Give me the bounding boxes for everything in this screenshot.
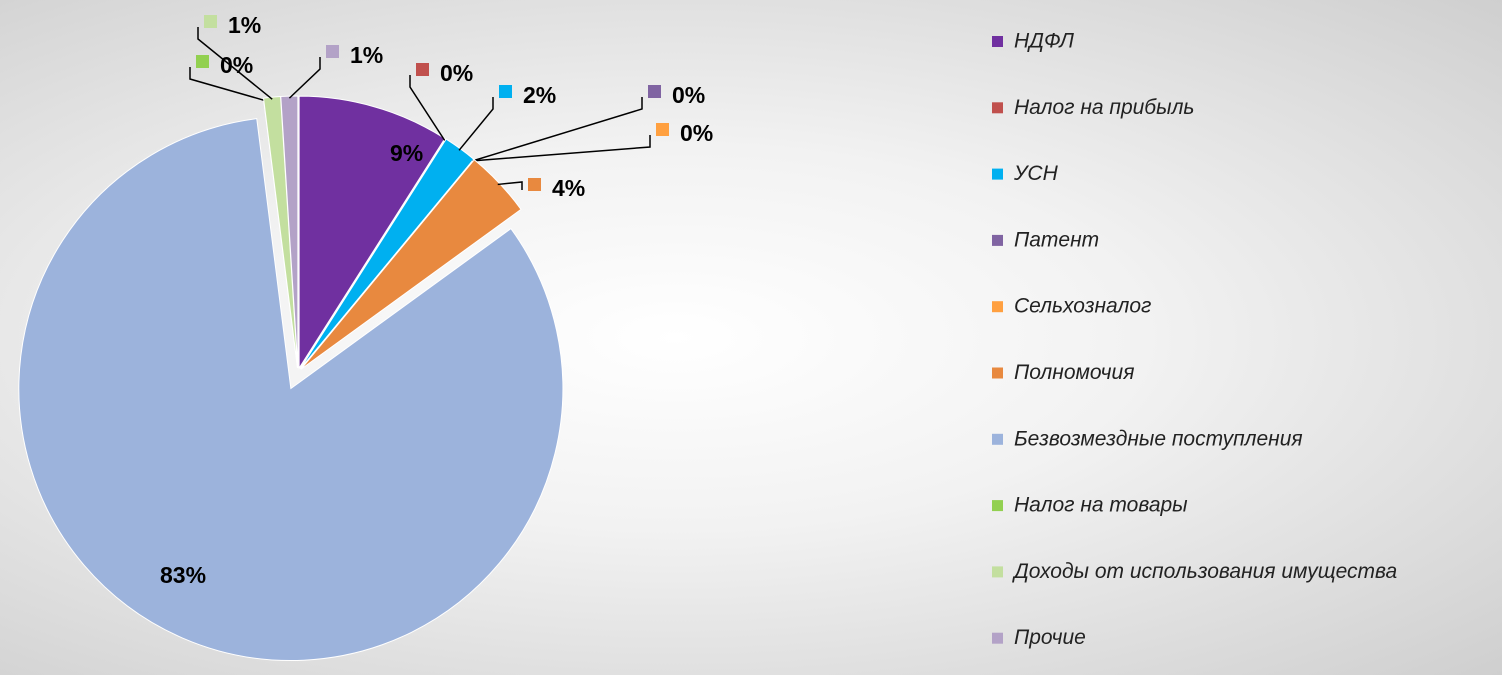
value-label: 4%	[552, 175, 585, 201]
legend-label: Доходы от использования имущества	[1012, 560, 1397, 583]
leader-line	[288, 57, 321, 99]
legend-key	[992, 500, 1003, 512]
leader-line	[472, 135, 651, 162]
legend-label: Прочие	[1014, 626, 1086, 649]
value-label: 9%	[390, 140, 423, 166]
value-label: 0%	[440, 60, 473, 86]
label-key	[326, 45, 339, 58]
label-key	[204, 15, 217, 28]
leader-line	[189, 67, 264, 101]
leader-line	[472, 97, 643, 162]
legend-label: Патент	[1014, 228, 1099, 251]
legend-key	[992, 433, 1003, 445]
value-label: 83%	[160, 562, 206, 588]
leader-line	[497, 181, 523, 190]
leader-line	[409, 75, 446, 142]
label-key	[528, 178, 541, 191]
pie-slice	[280, 95, 299, 369]
value-label: 0%	[220, 52, 253, 78]
value-label: 0%	[672, 82, 705, 108]
legend-label: Налог на товары	[1014, 494, 1188, 517]
label-key	[416, 63, 429, 76]
value-label: 1%	[228, 12, 261, 38]
value-label: 0%	[680, 120, 713, 146]
legend-label: НДФЛ	[1014, 30, 1074, 53]
legend-label: Налог на прибыль	[1014, 96, 1194, 119]
pie-slice	[18, 118, 564, 662]
pie-slice	[300, 158, 522, 370]
legend-key	[992, 367, 1003, 379]
legend-label: Сельхозналог	[1014, 295, 1151, 318]
label-key	[366, 143, 379, 156]
label-key	[648, 85, 661, 98]
legend-key	[992, 234, 1003, 246]
legend-key	[992, 566, 1003, 578]
legend-key	[992, 632, 1003, 644]
label-key	[136, 565, 149, 578]
legend-label: Полномочия	[1014, 361, 1134, 384]
legend-label: УСН	[1013, 162, 1059, 185]
legend-key	[992, 168, 1003, 180]
leader-line	[197, 27, 273, 100]
label-key	[196, 55, 209, 68]
legend-key	[992, 36, 1003, 47]
leader-line	[458, 97, 494, 151]
label-key	[656, 123, 669, 136]
value-label: 2%	[523, 82, 556, 108]
label-key	[499, 85, 512, 98]
legend-key	[992, 301, 1003, 313]
legend-key	[992, 102, 1003, 114]
legend-label: Безвозмездные поступления	[1014, 427, 1303, 450]
value-label: 1%	[350, 42, 383, 68]
pie-slice	[298, 95, 446, 370]
